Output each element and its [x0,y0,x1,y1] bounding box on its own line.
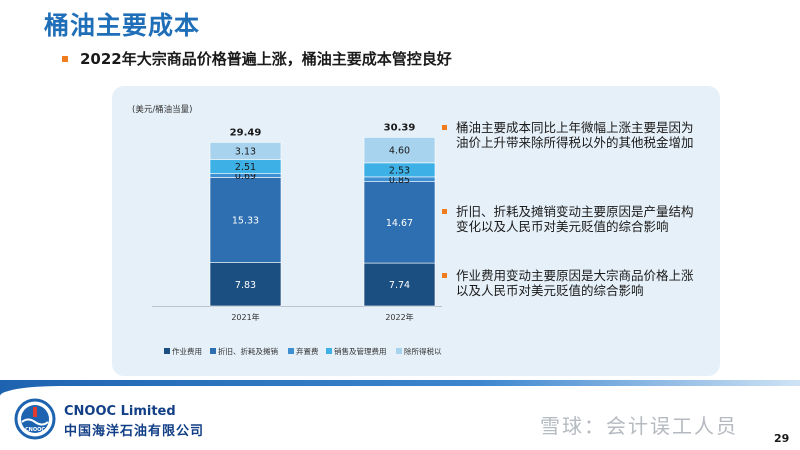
note-text: 桶油主要成本同比上年微幅上涨主要是因为油价上升带来除所得税以外的其他税金增加 [456,120,694,150]
x-tick-label: 2021年 [231,312,259,322]
bar-value-label: 14.67 [386,218,413,229]
legend-entry: 折旧、折耗及摊销 [218,346,278,356]
bar-value-label: 0.85 [389,175,410,186]
note-item: 折旧、折耗及摊销变动主要原因是产量结构变化以及人民币对美元贬值的综合影响 [442,204,704,234]
bar-value-label: 7.83 [235,280,256,291]
page-number: 29 [774,432,790,445]
legend-entry: 销售及管理费用 [334,346,387,356]
subtitle-row: 2022年大宗商品价格普遍上涨，桶油主要成本管控良好 [62,48,452,69]
legend-entry: 弃置费 [296,346,319,356]
chart-unit-label: (美元/桶油当量) [132,104,193,115]
bar-value-label: 2.51 [235,162,256,173]
bar-value-label: 7.74 [389,280,410,291]
x-tick-label: 2022年 [385,312,413,322]
bar-segment [209,177,282,263]
bar-value-label: 0.69 [235,171,256,182]
brand-english: CNOOC Limited [64,404,176,419]
bar-value-label: 15.33 [232,216,259,227]
subtitle: 2022年大宗商品价格普遍上涨，桶油主要成本管控良好 [80,50,452,68]
legend-swatch [164,348,170,354]
legend-entry: 除所得税以外的其他税金 [404,346,442,356]
note-bullet [442,273,447,278]
cnooc-logo-icon: CNOOC [14,398,56,440]
note-text: 折旧、折耗及摊销变动主要原因是产量结构变化以及人民币对美元贬值的综合影响 [456,204,694,234]
bar-segment [363,137,436,164]
note-text: 作业费用变动主要原因是大宗商品价格上涨以及人民币对美元贬值的综合影响 [456,268,694,298]
slide-title: 桶油主要成本 [44,11,201,40]
note-bullet [442,125,447,130]
note-item: 桶油主要成本同比上年微幅上涨主要是因为油价上升带来除所得税以外的其他税金增加 [442,120,704,150]
footer [0,386,800,450]
legend-swatch [210,348,216,354]
bar-value-label: 4.60 [389,146,410,157]
legend-swatch [288,348,294,354]
legend-entry: 作业费用 [172,346,202,356]
legend-swatch [326,348,332,354]
bar-segment [209,262,282,307]
logo-text: CNOOC [25,427,45,433]
subtitle-bullet [62,55,68,62]
legend-swatch [396,348,402,354]
bar-value-label: 2.53 [389,165,410,176]
bar-segment [209,142,282,161]
brand-chinese: 中国海洋石油有限公司 [64,424,205,439]
note-item: 作业费用变动主要原因是大宗商品价格上涨以及人民币对美元贬值的综合影响 [442,268,704,298]
bar-total-label: 30.39 [384,122,416,133]
bar-total-label: 29.49 [230,127,262,138]
watermark: 雪球：会计误工人员 [540,414,738,438]
note-bullet [442,209,447,214]
bar-value-label: 3.13 [235,147,256,158]
stacked-bar-chart: (美元/桶油当量) 7.83 15.33 0.692.51 3.13 29.49 2021… [132,104,442,356]
